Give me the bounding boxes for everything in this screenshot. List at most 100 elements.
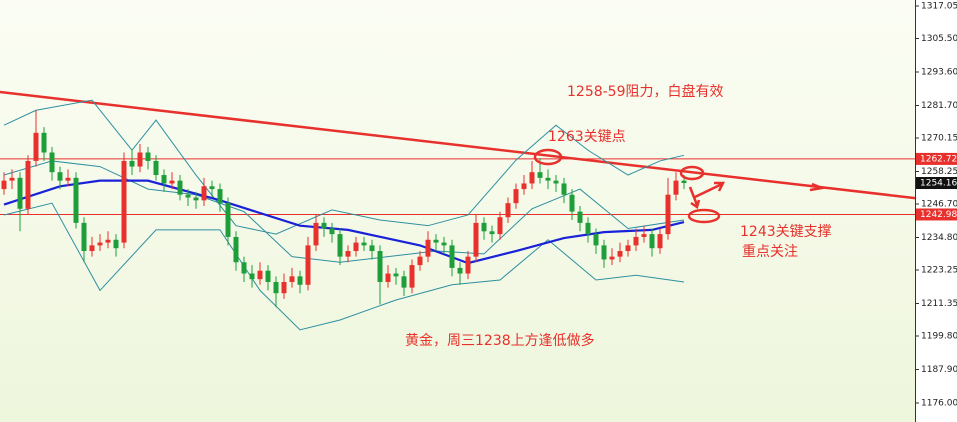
candle-body (345, 251, 351, 257)
candle-body (281, 281, 287, 294)
arrow (688, 186, 701, 209)
y-tick-label: 1281.70 (921, 101, 957, 111)
candle-body (529, 172, 535, 184)
candle-body (497, 217, 503, 235)
candle-body (633, 236, 639, 246)
annotation: 1263关键点 (548, 129, 626, 145)
candle-body (57, 172, 63, 181)
candle-body (361, 242, 367, 246)
candle-body (65, 177, 71, 181)
y-tick-label: 1293.60 (921, 67, 957, 77)
candle-body (673, 180, 679, 195)
y-tick-label: 1246.70 (921, 200, 957, 210)
candle-body (121, 160, 127, 243)
candle-body (473, 222, 479, 257)
candle-body (193, 197, 199, 201)
candle-body (681, 180, 687, 184)
candle-body (145, 152, 151, 161)
candle-body (241, 262, 247, 274)
candle-body (273, 281, 279, 294)
candle-body (233, 236, 239, 263)
candle-body (1, 180, 7, 190)
candle-body (17, 177, 23, 209)
highlight-ellipse (533, 148, 563, 166)
y-tick-label: 1223.25 (921, 266, 957, 276)
candle-body (97, 242, 103, 246)
level-label-box (916, 208, 957, 221)
annotation: 1243关键支撑 (740, 224, 832, 240)
y-tick-label: 1211.35 (921, 299, 957, 309)
annotation: 黄金，周三1238上方逢低做多 (405, 332, 595, 349)
level-label-box (916, 152, 957, 165)
candle-body (545, 177, 551, 181)
candle-body (625, 245, 631, 252)
candle-body (593, 234, 599, 246)
candle-body (257, 270, 263, 280)
highlight-ellipse (687, 208, 721, 224)
candle-body (513, 189, 519, 204)
candle-body (105, 239, 111, 243)
candle-body (89, 245, 95, 252)
level-label: 1262.72 (920, 154, 957, 164)
indicator-line (3, 202, 685, 331)
candle-body (49, 152, 55, 173)
candle-body (425, 239, 431, 257)
candle-body (249, 273, 255, 280)
y-tick-label: 1317.05 (921, 1, 957, 11)
candle-body (649, 234, 655, 249)
indicator-line (3, 99, 685, 235)
trend-line (0, 90, 916, 200)
marks (0, 90, 916, 331)
candle-body (457, 267, 463, 274)
candle-body (537, 172, 543, 178)
candle-body (585, 222, 591, 235)
candle-body (169, 180, 175, 184)
candle-body (201, 186, 207, 201)
arrow (694, 181, 726, 199)
candle-body (329, 228, 335, 235)
candle-body (305, 245, 311, 285)
candle-body (569, 194, 575, 212)
candle-body (617, 251, 623, 257)
level-label: 1242.98 (920, 210, 957, 220)
candle-body (465, 256, 471, 274)
candle-body (137, 152, 143, 167)
candle-body (321, 222, 327, 229)
candle-body (113, 239, 119, 249)
candle-body (657, 234, 663, 249)
candle-body (505, 203, 511, 218)
candle-body (393, 273, 399, 277)
y-tick-label: 1234.80 (921, 233, 957, 243)
candle-body (217, 189, 223, 204)
y-tick-label: 1199.80 (921, 332, 957, 342)
candle-body (377, 251, 383, 282)
annotation: 重点关注 (742, 244, 798, 260)
candle-body (481, 222, 487, 232)
candle-body (433, 239, 439, 243)
candle-body (177, 180, 183, 195)
y-tick-label: 1258.25 (921, 167, 957, 177)
candle-body (225, 203, 231, 237)
candle-body (9, 177, 15, 181)
candle-body (553, 180, 559, 184)
candle-body (289, 276, 295, 282)
candle-body (417, 256, 423, 266)
candle-body (73, 177, 79, 223)
candle-body (353, 242, 359, 252)
candle-body (161, 175, 167, 184)
candle-body (449, 245, 455, 268)
candle-body (561, 183, 567, 195)
y-tick-label: 1187.90 (921, 365, 957, 375)
indicator-line (3, 179, 685, 265)
candle-body (41, 132, 47, 153)
candle-body (489, 231, 495, 235)
drawings (533, 148, 827, 224)
y-tick-label: 1305.50 (921, 34, 957, 44)
arrow (809, 182, 827, 192)
candle-body (521, 183, 527, 190)
candle-body (265, 270, 271, 282)
candle-body (609, 256, 615, 260)
plot-background (0, 0, 915, 422)
